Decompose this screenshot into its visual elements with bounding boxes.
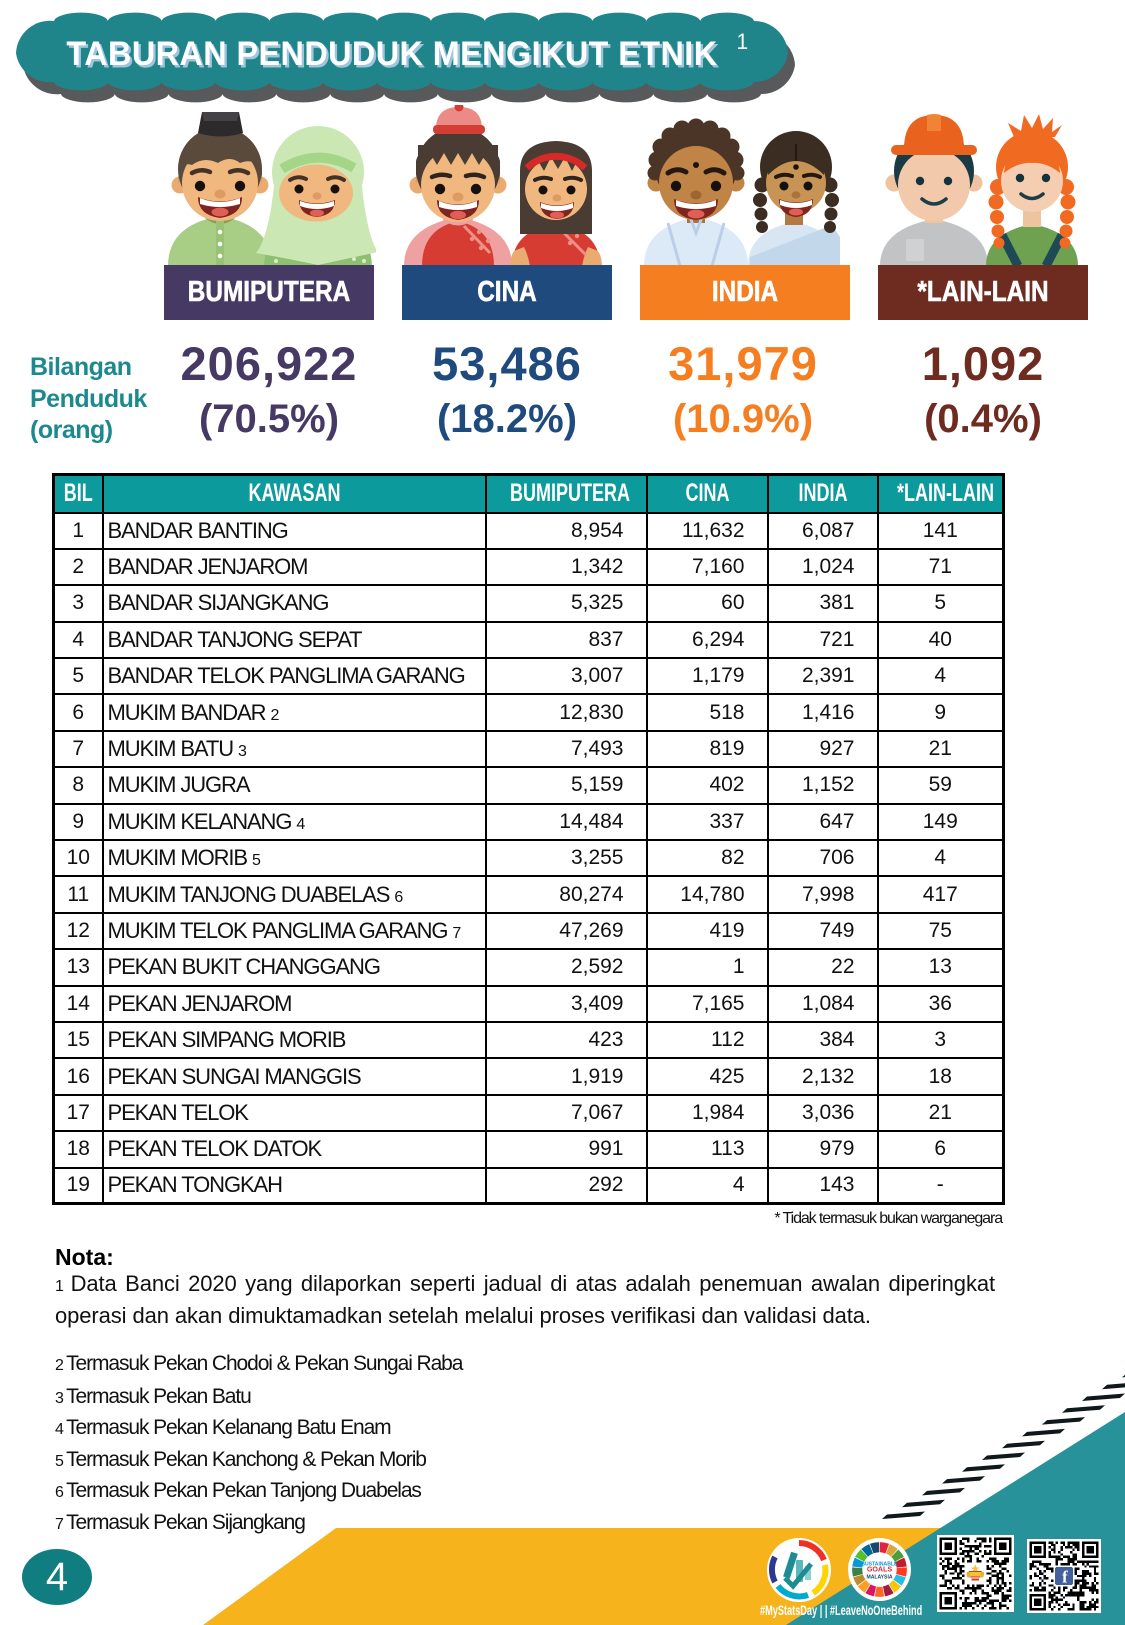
- svg-text:GOALS: GOALS: [867, 1566, 893, 1574]
- svg-text:f: f: [1062, 1568, 1068, 1587]
- svg-text:MALAYSIA: MALAYSIA: [866, 1575, 892, 1581]
- svg-text:SUSTAINABLE: SUSTAINABLE: [862, 1561, 898, 1567]
